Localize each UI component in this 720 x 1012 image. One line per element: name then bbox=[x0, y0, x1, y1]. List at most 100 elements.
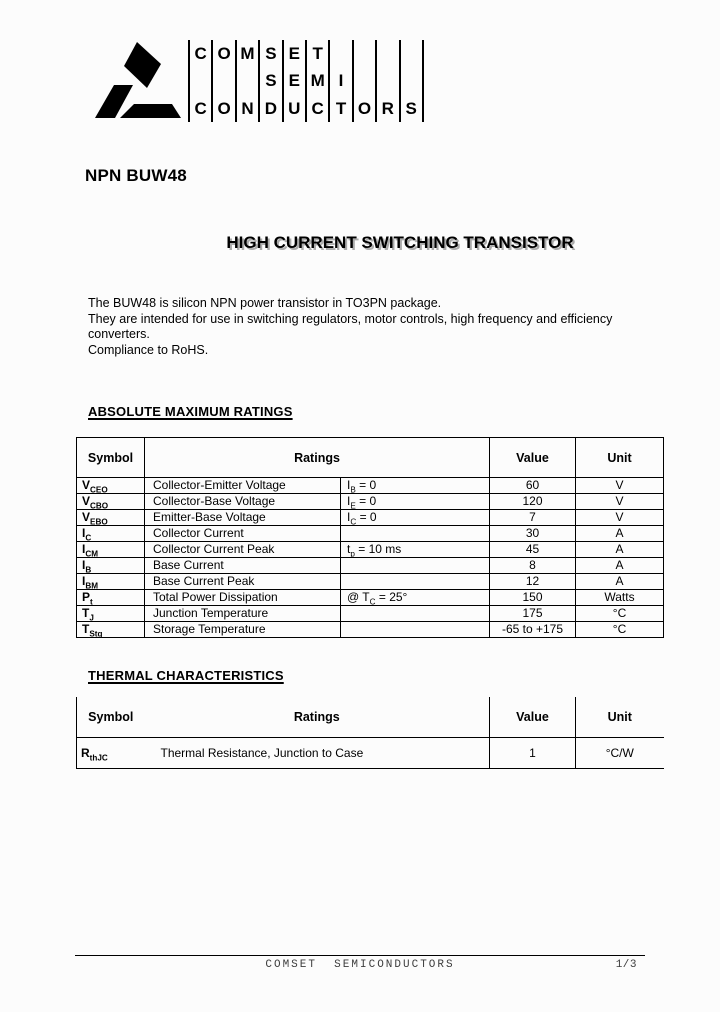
condition-cell: IB = 0 bbox=[340, 477, 490, 494]
logo-letter-cell bbox=[398, 40, 422, 68]
column-header-ratings: Ratings bbox=[144, 697, 490, 738]
logo-letter-cell: I bbox=[328, 67, 351, 95]
unit-cell: Watts bbox=[575, 589, 664, 606]
logo-letter-cell: O bbox=[211, 94, 234, 122]
condition-cell bbox=[340, 605, 490, 622]
rating-cell: Storage Temperature bbox=[144, 621, 341, 638]
logo-letter-cell bbox=[398, 67, 422, 95]
symbol-cell: RthJC bbox=[76, 737, 145, 769]
condition-cell: @ TC = 25° bbox=[340, 589, 490, 606]
symbol-cell: IBM bbox=[76, 573, 145, 590]
logo-letter-cell: O bbox=[351, 94, 375, 122]
value-cell: 12 bbox=[489, 573, 576, 590]
unit-cell: V bbox=[575, 477, 664, 494]
column-header-value: Value bbox=[489, 437, 576, 478]
logo-letter-cell bbox=[375, 40, 398, 68]
rating-cell: Thermal Resistance, Junction to Case bbox=[144, 737, 490, 769]
symbol-cell: TJ bbox=[76, 605, 145, 622]
column-header-value: Value bbox=[489, 697, 576, 738]
thermal-heading: THERMAL CHARACTERISTICS bbox=[88, 668, 284, 683]
condition-cell: tp = 10 ms bbox=[340, 541, 490, 558]
value-cell: 60 bbox=[489, 477, 576, 494]
table-row: TJ Junction Temperature 175 °C bbox=[76, 605, 664, 622]
column-header-ratings: Ratings bbox=[144, 437, 490, 478]
column-header-unit: Unit bbox=[575, 437, 664, 478]
logo-letter-cell: N bbox=[234, 94, 258, 122]
abs-max-heading: ABSOLUTE MAXIMUM RATINGS bbox=[88, 404, 293, 419]
column-header-symbol: Symbol bbox=[76, 697, 145, 738]
table-row: ICM Collector Current Peak tp = 10 ms 45… bbox=[76, 541, 664, 558]
value-cell: -65 to +175 bbox=[489, 621, 576, 638]
unit-cell: A bbox=[575, 573, 664, 590]
column-header-symbol: Symbol bbox=[76, 437, 145, 478]
logo-letter-cell: M bbox=[304, 67, 328, 95]
description-paragraph: The BUW48 is silicon NPN power transisto… bbox=[88, 296, 613, 357]
condition-cell: IC = 0 bbox=[340, 509, 490, 526]
table-row: VEBO Emitter-Base Voltage IC = 0 7 V bbox=[76, 509, 664, 526]
rating-cell: Collector-Base Voltage bbox=[144, 493, 341, 510]
symbol-cell: VEBO bbox=[76, 509, 145, 526]
logo-letter-cell: U bbox=[281, 94, 305, 122]
condition-cell: IE = 0 bbox=[340, 493, 490, 510]
symbol-cell: IB bbox=[76, 557, 145, 574]
footer-divider bbox=[75, 955, 645, 956]
table-row: TStg Storage Temperature -65 to +175 °C bbox=[76, 621, 664, 638]
logo-letter-cell: S bbox=[398, 94, 422, 122]
logo-letter-cell: T bbox=[328, 94, 351, 122]
value-cell: 1 bbox=[489, 737, 576, 769]
symbol-cell: ICM bbox=[76, 541, 145, 558]
table-row: VCEO Collector-Emitter Voltage IB = 0 60… bbox=[76, 477, 664, 494]
unit-cell: °C/W bbox=[575, 737, 664, 769]
symbol-cell: IC bbox=[76, 525, 145, 542]
value-cell: 150 bbox=[489, 589, 576, 606]
logo-letter-cell: D bbox=[258, 94, 281, 122]
abs-max-table: Symbol Ratings Value Unit VCEO Collector… bbox=[76, 437, 664, 638]
unit-cell: A bbox=[575, 557, 664, 574]
value-cell: 45 bbox=[489, 541, 576, 558]
unit-cell: °C bbox=[575, 621, 664, 638]
table-row: RthJC Thermal Resistance, Junction to Ca… bbox=[76, 737, 664, 769]
rating-cell: Base Current bbox=[144, 557, 341, 574]
value-cell: 175 bbox=[489, 605, 576, 622]
logo-letter-cell: R bbox=[375, 94, 398, 122]
table-row: IC Collector Current 30 A bbox=[76, 525, 664, 542]
rating-cell: Total Power Dissipation bbox=[144, 589, 341, 606]
logo-letter-cell bbox=[328, 40, 351, 68]
symbol-cell: VCEO bbox=[76, 477, 145, 494]
unit-cell: °C bbox=[575, 605, 664, 622]
rating-cell: Base Current Peak bbox=[144, 573, 341, 590]
thermal-header-row: Symbol Ratings Value Unit bbox=[76, 697, 664, 738]
abs-max-header-row: Symbol Ratings Value Unit bbox=[76, 437, 664, 478]
symbol-cell: Pt bbox=[76, 589, 145, 606]
table-row: IB Base Current 8 A bbox=[76, 557, 664, 574]
table-row: Pt Total Power Dissipation @ TC = 25° 15… bbox=[76, 589, 664, 606]
rating-cell: Collector Current bbox=[144, 525, 341, 542]
logo-letter-cell bbox=[188, 67, 211, 95]
logo-letter-cell: T bbox=[304, 40, 328, 68]
condition-cell bbox=[340, 557, 490, 574]
footer-company-name: COMSET SEMICONDUCTORS bbox=[265, 959, 455, 971]
condition-cell bbox=[340, 621, 490, 638]
logo-letter-cell bbox=[351, 40, 375, 68]
table-row: IBM Base Current Peak 12 A bbox=[76, 573, 664, 590]
rating-cell: Collector Current Peak bbox=[144, 541, 341, 558]
condition-cell bbox=[340, 525, 490, 542]
unit-cell: V bbox=[575, 509, 664, 526]
value-cell: 8 bbox=[489, 557, 576, 574]
rating-cell: Emitter-Base Voltage bbox=[144, 509, 341, 526]
logo-letter-cell: S bbox=[258, 40, 281, 68]
logo-letter-cell: C bbox=[304, 94, 328, 122]
symbol-cell: TStg bbox=[76, 621, 145, 638]
rating-cell: Collector-Emitter Voltage bbox=[144, 477, 341, 494]
logo-letter-cell bbox=[351, 67, 375, 95]
unit-cell: A bbox=[575, 541, 664, 558]
unit-cell: A bbox=[575, 525, 664, 542]
value-cell: 120 bbox=[489, 493, 576, 510]
unit-cell: V bbox=[575, 493, 664, 510]
logo-letter-cell bbox=[234, 67, 258, 95]
logo-letter-cell: E bbox=[281, 40, 305, 68]
comset-triangle-logo-icon bbox=[95, 42, 181, 118]
logo-letter-cell bbox=[211, 67, 234, 95]
